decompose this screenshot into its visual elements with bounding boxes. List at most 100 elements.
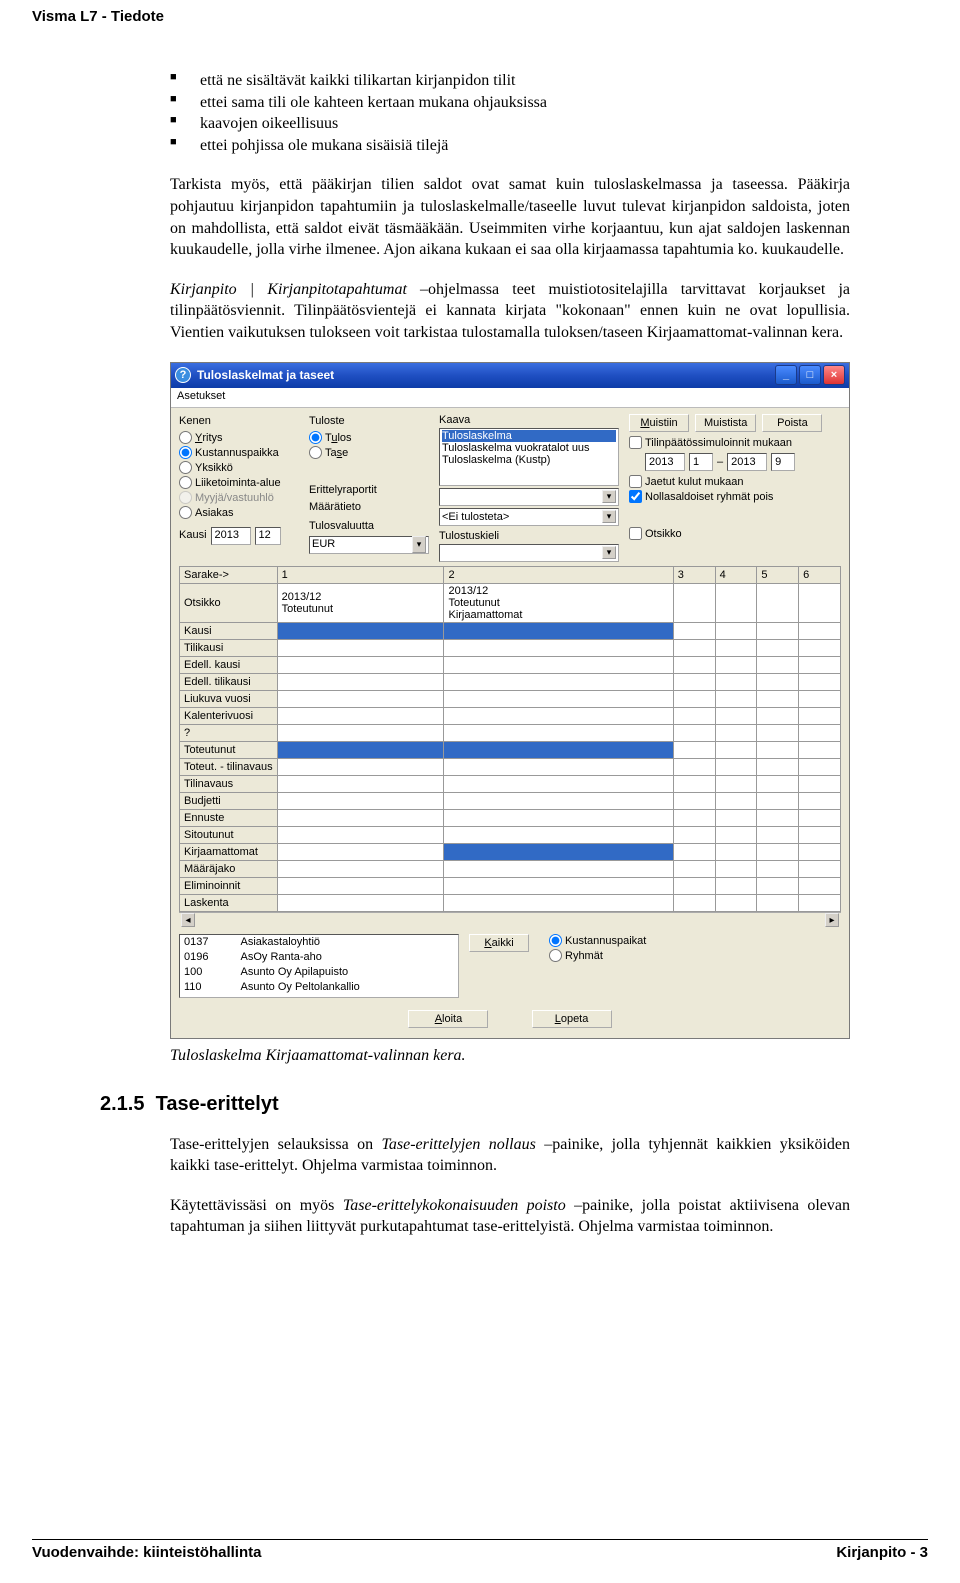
col-header[interactable]: 2 xyxy=(444,566,673,583)
poista-button[interactable]: Poista xyxy=(762,414,822,432)
aloita-button[interactable]: Aloita xyxy=(408,1010,488,1028)
page-footer: Vuodenvaihde: kiinteistöhallinta Kirjanp… xyxy=(32,1539,928,1561)
maximize-button[interactable]: □ xyxy=(799,365,821,385)
muistiin-button[interactable]: Muistiin xyxy=(629,414,689,432)
radio-ryhmat[interactable]: Ryhmät xyxy=(549,949,646,964)
grid-cell[interactable]: 2013/12Toteutunut xyxy=(277,583,444,622)
grid-cell[interactable] xyxy=(277,741,444,758)
kaava-item-selected[interactable]: Tuloslaskelma xyxy=(442,430,616,442)
radio-myyja[interactable]: Myyjä/vastuuhlö xyxy=(179,491,299,506)
from-year[interactable]: 2013 xyxy=(645,453,685,471)
chk-nolla[interactable]: Nollasaldoiset ryhmät pois xyxy=(629,490,841,505)
titlebar[interactable]: ? Tuloslaskelmat ja taseet _ □ × xyxy=(171,363,849,388)
section-title: Tase-erittelyt xyxy=(156,1093,279,1115)
minimize-button[interactable]: _ xyxy=(775,365,797,385)
close-button[interactable]: × xyxy=(823,365,845,385)
chk-tilinpaatos[interactable]: Tilinpäätössimuloinnit mukaan xyxy=(629,436,841,451)
row-label: Laskenta xyxy=(180,894,278,911)
col-header[interactable]: 1 xyxy=(277,566,444,583)
right-panel: Muistiin Muistista Poista Tilinpäätössim… xyxy=(629,414,841,542)
row-label: Kirjaamattomat xyxy=(180,843,278,860)
kaava-list[interactable]: Tuloslaskelma Tuloslaskelma vuokratalot … xyxy=(439,428,619,486)
company-row[interactable]: 0137Asiakastaloyhtiö xyxy=(180,935,458,950)
screenshot-caption: Tuloslaskelma Kirjaamattomat-valinnan ke… xyxy=(170,1047,850,1065)
horizontal-scrollbar[interactable]: ◂ ▸ xyxy=(179,912,841,928)
window-title: Tuloslaskelmat ja taseet xyxy=(197,368,334,382)
app-icon: ? xyxy=(175,367,191,383)
row-label: ? xyxy=(180,724,278,741)
radio-yksikko[interactable]: Yksikkö xyxy=(179,461,299,476)
chk-otsikko[interactable]: Otsikko xyxy=(629,527,841,542)
row-label: Kalenterivuosi xyxy=(180,707,278,724)
grid-cell[interactable] xyxy=(444,622,673,639)
kausi-month[interactable]: 12 xyxy=(255,527,281,545)
kaava-item[interactable]: Tuloslaskelma vuokratalot uus xyxy=(442,442,616,454)
tulostuskieli-label: Tulostuskieli xyxy=(439,530,619,542)
row-label: Toteut. - tilinavaus xyxy=(180,758,278,775)
otsikko-row-label: Otsikko xyxy=(180,583,278,622)
row-label: Budjetti xyxy=(180,792,278,809)
maaratieto-label: Määrätieto xyxy=(309,500,361,515)
grid-cell[interactable] xyxy=(757,583,799,622)
kenen-group: Kenen Yritys Kustannuspaikka Yksikkö Lii… xyxy=(179,414,299,545)
radio-kustannuspaikka[interactable]: Kustannuspaikka xyxy=(179,446,299,461)
grid-cell[interactable]: 2013/12ToteutunutKirjaamattomat xyxy=(444,583,673,622)
kausi-label: Kausi xyxy=(179,528,207,543)
kaava-group: Kaava Tuloslaskelma Tuloslaskelma vuokra… xyxy=(439,414,619,562)
from-month[interactable]: 1 xyxy=(689,453,713,471)
page-header: Visma L7 - Tiedote xyxy=(32,8,164,25)
paragraph-3: Tase-erittelyjen selauksissa on Tase-eri… xyxy=(170,1134,850,1177)
chk-jaetut[interactable]: Jaetut kulut mukaan xyxy=(629,475,841,490)
tulostuskieli-select[interactable]: ▾ xyxy=(439,544,619,562)
radio-tase[interactable]: Tase xyxy=(309,446,429,461)
grid-cell[interactable] xyxy=(277,622,444,639)
tulosvaluutta-select[interactable]: EUR▾ xyxy=(309,536,429,554)
grid-cell[interactable] xyxy=(799,583,841,622)
chevron-down-icon: ▾ xyxy=(602,546,616,559)
to-year[interactable]: 2013 xyxy=(727,453,767,471)
to-month[interactable]: 9 xyxy=(771,453,795,471)
bullet-item: että ne sisältävät kaikki tilikartan kir… xyxy=(170,70,850,92)
grid-cell[interactable] xyxy=(444,741,673,758)
grid-cell[interactable] xyxy=(444,843,673,860)
grid-cell[interactable] xyxy=(715,583,757,622)
lopeta-button[interactable]: Lopeta xyxy=(532,1010,612,1028)
col-header[interactable]: 4 xyxy=(715,566,757,583)
radio-yritys[interactable]: Yritys xyxy=(179,431,299,446)
scroll-right-icon[interactable]: ▸ xyxy=(825,913,839,927)
kaikki-button[interactable]: Kaikki xyxy=(469,934,529,952)
button-name-italic: Tase-erittelykokonaisuuden poisto xyxy=(343,1197,566,1214)
radio-liiketoiminta[interactable]: Liiketoiminta-alue xyxy=(179,476,299,491)
tuloste-label: Tuloste xyxy=(309,414,429,429)
company-row[interactable]: 110Asunto Oy Peltolankallio xyxy=(180,980,458,995)
radio-kustannuspaikat[interactable]: Kustannuspaikat xyxy=(549,934,646,949)
menu-path: Kirjanpito | Kirjanpitotapahtumat xyxy=(170,281,407,298)
col-header[interactable]: 5 xyxy=(757,566,799,583)
company-row[interactable]: 0196AsOy Ranta-aho xyxy=(180,950,458,965)
row-label: Edell. kausi xyxy=(180,656,278,673)
scroll-left-icon[interactable]: ◂ xyxy=(181,913,195,927)
col-header[interactable]: 3 xyxy=(673,566,715,583)
kaava-item[interactable]: Tuloslaskelma (Kustp) xyxy=(442,454,616,466)
kausi-year[interactable]: 2013 xyxy=(211,527,251,545)
chevron-down-icon: ▾ xyxy=(412,536,426,553)
kenen-label: Kenen xyxy=(179,414,299,429)
chevron-down-icon: ▾ xyxy=(602,490,616,503)
menu-asetukset[interactable]: Asetukset xyxy=(177,390,225,402)
row-label: Liukuva vuosi xyxy=(180,690,278,707)
col-header[interactable]: 6 xyxy=(799,566,841,583)
column-grid[interactable]: Sarake-> 1 2 3 4 5 6 Otsikko 2013/12Tote… xyxy=(179,566,841,912)
maaratieto-select[interactable]: <Ei tulosteta>▾ xyxy=(439,508,619,526)
button-name-italic: Tase-erittelyjen nollaus xyxy=(381,1136,535,1153)
grid-cell[interactable] xyxy=(673,583,715,622)
paragraph-2: Kirjanpito | Kirjanpitotapahtumat –ohjel… xyxy=(170,279,850,344)
radio-tulos[interactable]: Tulos xyxy=(309,431,429,446)
menu-bar[interactable]: Asetukset xyxy=(171,388,849,408)
erittely-select[interactable]: ▾ xyxy=(439,488,619,506)
radio-asiakas[interactable]: Asiakas xyxy=(179,506,299,521)
muistista-button[interactable]: Muistista xyxy=(695,414,756,432)
row-label: Tilikausi xyxy=(180,639,278,656)
sarake-header: Sarake-> xyxy=(180,566,278,583)
company-row[interactable]: 100Asunto Oy Apilapuisto xyxy=(180,965,458,980)
company-list[interactable]: 0137Asiakastaloyhtiö 0196AsOy Ranta-aho … xyxy=(179,934,459,998)
